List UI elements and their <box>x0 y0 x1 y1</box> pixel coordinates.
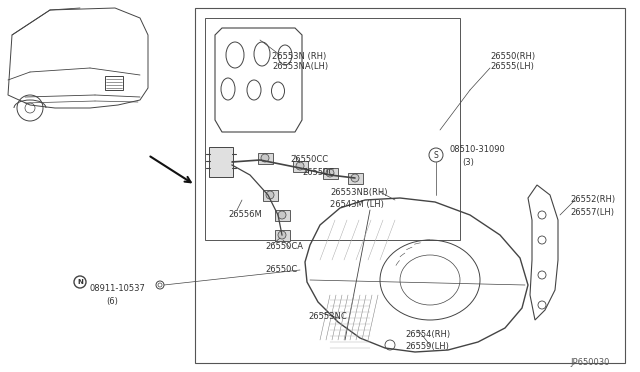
FancyBboxPatch shape <box>292 160 307 171</box>
FancyBboxPatch shape <box>257 153 273 164</box>
Text: 08911-10537: 08911-10537 <box>90 284 146 293</box>
Bar <box>205 18 460 240</box>
FancyBboxPatch shape <box>275 230 289 241</box>
Circle shape <box>351 174 359 182</box>
Bar <box>105 76 123 90</box>
Text: 26557(LH): 26557(LH) <box>570 208 614 217</box>
Text: 26553NA(LH): 26553NA(LH) <box>272 62 328 71</box>
Text: JP650030: JP650030 <box>571 358 610 367</box>
Text: 08510-31090: 08510-31090 <box>450 145 506 154</box>
Text: 26553N (RH): 26553N (RH) <box>272 52 326 61</box>
Text: 26550C: 26550C <box>302 168 334 177</box>
Text: 26553NC: 26553NC <box>308 312 347 321</box>
Text: 26550C: 26550C <box>265 265 297 274</box>
Ellipse shape <box>271 82 285 100</box>
Text: 26550CC: 26550CC <box>290 155 328 164</box>
Ellipse shape <box>221 78 235 100</box>
FancyBboxPatch shape <box>348 173 362 183</box>
Text: N: N <box>77 279 83 285</box>
Text: 26543M (LH): 26543M (LH) <box>330 200 384 209</box>
Ellipse shape <box>254 42 270 66</box>
Text: 26559(LH): 26559(LH) <box>405 342 449 351</box>
Circle shape <box>278 231 286 239</box>
Circle shape <box>278 211 286 219</box>
FancyBboxPatch shape <box>323 167 337 179</box>
Text: 26555(LH): 26555(LH) <box>490 62 534 71</box>
Text: 26554(RH): 26554(RH) <box>405 330 450 339</box>
Circle shape <box>296 162 304 170</box>
Text: 26553NB(RH): 26553NB(RH) <box>330 188 387 197</box>
Bar <box>195 8 625 363</box>
Text: (6): (6) <box>106 297 118 306</box>
Text: S: S <box>434 151 438 160</box>
Circle shape <box>266 191 274 199</box>
FancyBboxPatch shape <box>262 189 278 201</box>
Text: (3): (3) <box>462 158 474 167</box>
Circle shape <box>326 169 334 177</box>
Text: 26552(RH): 26552(RH) <box>570 195 615 204</box>
FancyBboxPatch shape <box>275 209 289 221</box>
Circle shape <box>261 154 269 162</box>
Ellipse shape <box>247 80 261 100</box>
Text: 26556M: 26556M <box>228 210 262 219</box>
FancyBboxPatch shape <box>209 147 233 177</box>
Text: 26550(RH): 26550(RH) <box>490 52 535 61</box>
Text: 26550CA: 26550CA <box>265 242 303 251</box>
Ellipse shape <box>226 42 244 68</box>
Ellipse shape <box>278 45 292 65</box>
